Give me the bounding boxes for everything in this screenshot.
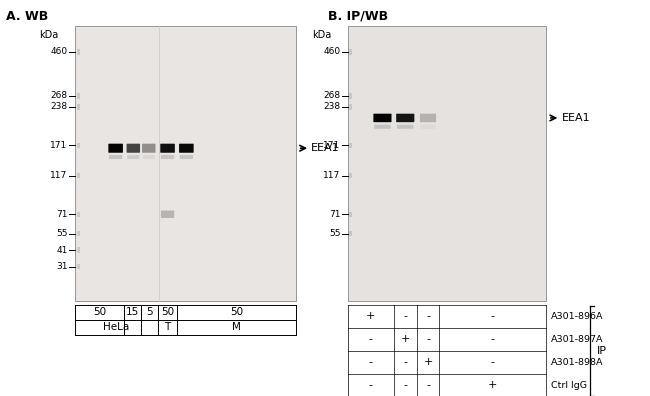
FancyBboxPatch shape	[397, 125, 413, 129]
Text: -: -	[403, 357, 408, 367]
Bar	[349, 143, 352, 148]
Text: 460: 460	[51, 48, 68, 56]
Text: -: -	[491, 357, 495, 367]
Bar	[77, 49, 79, 55]
Text: 50: 50	[230, 307, 243, 318]
Bar	[77, 231, 79, 236]
Bar	[75, 26, 296, 301]
Text: T: T	[164, 322, 171, 333]
FancyBboxPatch shape	[142, 144, 155, 153]
FancyBboxPatch shape	[161, 155, 174, 159]
Text: 5: 5	[146, 307, 153, 318]
Text: 15: 15	[126, 307, 139, 318]
Text: 171: 171	[323, 141, 341, 150]
Text: A301-896A: A301-896A	[551, 312, 603, 321]
Text: 50: 50	[161, 307, 174, 318]
FancyBboxPatch shape	[127, 144, 140, 153]
FancyBboxPatch shape	[374, 125, 391, 129]
Text: EEA1: EEA1	[311, 143, 340, 153]
Text: -: -	[369, 380, 373, 390]
Text: A. WB: A. WB	[6, 10, 49, 23]
Text: -: -	[369, 334, 373, 345]
Text: +: +	[400, 334, 410, 345]
Text: 460: 460	[324, 48, 341, 56]
FancyBboxPatch shape	[180, 155, 193, 159]
Bar	[349, 173, 352, 179]
Bar	[77, 104, 79, 110]
Text: A301-897A: A301-897A	[551, 335, 603, 344]
Text: -: -	[426, 334, 430, 345]
Text: M: M	[232, 322, 240, 333]
FancyBboxPatch shape	[373, 114, 391, 122]
Text: HeLa: HeLa	[103, 322, 129, 333]
Text: -: -	[491, 311, 495, 322]
Text: 268: 268	[324, 91, 341, 101]
Text: 31: 31	[56, 262, 68, 271]
Bar	[77, 143, 79, 148]
Text: 50: 50	[93, 307, 106, 318]
Text: 71: 71	[56, 210, 68, 219]
FancyBboxPatch shape	[127, 155, 140, 159]
FancyBboxPatch shape	[421, 125, 436, 129]
Text: -: -	[403, 380, 408, 390]
FancyBboxPatch shape	[142, 155, 155, 159]
Text: 171: 171	[50, 141, 68, 150]
Text: kDa: kDa	[39, 30, 58, 40]
Bar	[349, 49, 352, 55]
Bar	[77, 173, 79, 179]
Text: -: -	[369, 357, 373, 367]
Text: +: +	[366, 311, 376, 322]
FancyBboxPatch shape	[109, 144, 123, 153]
Bar	[349, 104, 352, 110]
Text: -: -	[426, 380, 430, 390]
Text: -: -	[403, 311, 408, 322]
FancyBboxPatch shape	[420, 114, 436, 122]
Bar	[77, 93, 79, 99]
FancyBboxPatch shape	[109, 155, 122, 159]
FancyBboxPatch shape	[161, 144, 175, 153]
Text: -: -	[491, 334, 495, 345]
Text: 238: 238	[324, 103, 341, 111]
Text: B. IP/WB: B. IP/WB	[328, 10, 389, 23]
Text: 268: 268	[51, 91, 68, 101]
Text: 71: 71	[329, 210, 341, 219]
Bar	[349, 93, 352, 99]
Text: IP: IP	[597, 346, 606, 356]
Text: EEA1: EEA1	[562, 113, 590, 123]
FancyBboxPatch shape	[179, 144, 194, 153]
Text: 238: 238	[51, 103, 68, 111]
Bar	[77, 264, 79, 269]
Text: 117: 117	[323, 171, 341, 180]
Text: 117: 117	[50, 171, 68, 180]
Text: kDa: kDa	[312, 30, 332, 40]
Text: +: +	[488, 380, 497, 390]
Bar	[348, 26, 546, 301]
Text: Ctrl IgG: Ctrl IgG	[551, 381, 586, 390]
Text: 55: 55	[56, 229, 68, 238]
Bar	[77, 247, 79, 253]
Bar	[77, 211, 79, 217]
Text: A301-898A: A301-898A	[551, 358, 603, 367]
Text: 41: 41	[57, 246, 68, 255]
Bar	[349, 231, 352, 236]
Text: 55: 55	[329, 229, 341, 238]
Text: -: -	[426, 311, 430, 322]
FancyBboxPatch shape	[396, 114, 414, 122]
Text: +: +	[423, 357, 433, 367]
Bar	[349, 211, 352, 217]
FancyBboxPatch shape	[161, 211, 174, 218]
